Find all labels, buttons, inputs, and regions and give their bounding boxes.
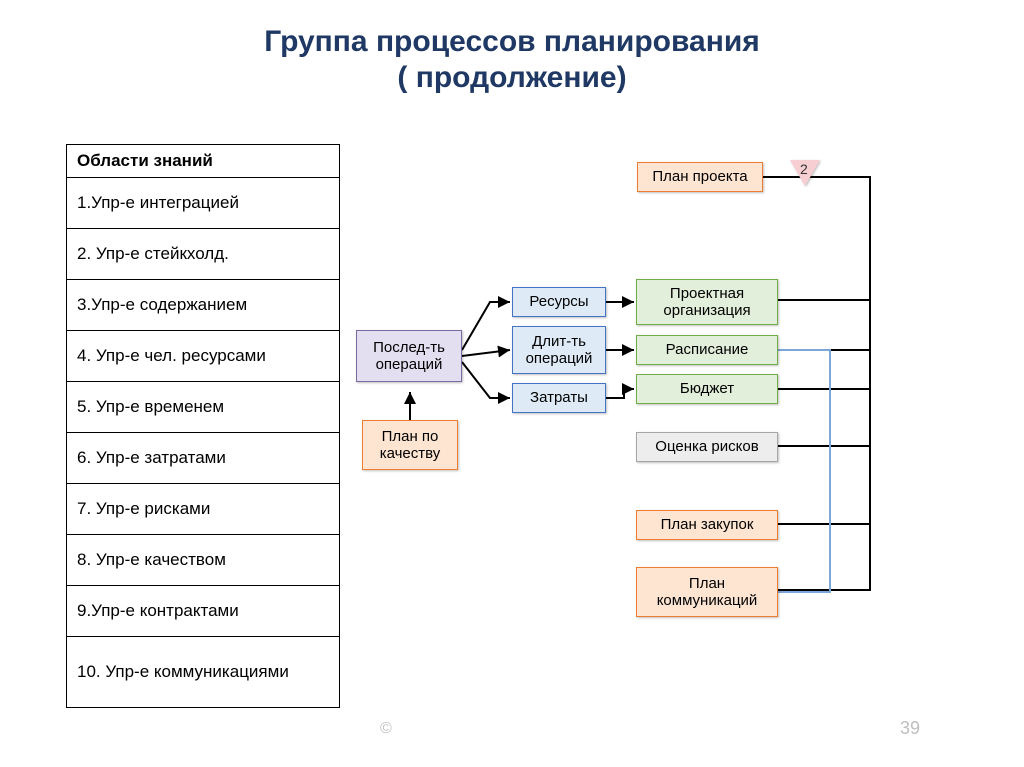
title-line-1: Группа процессов планирования — [264, 25, 760, 58]
node-plan_comm: План коммуникаций — [636, 567, 778, 617]
table-row: 2. Упр-е стейкхолд. — [67, 229, 340, 280]
edge — [462, 302, 510, 350]
node-plan_quality: План по качеству — [362, 420, 458, 470]
edge — [606, 389, 634, 398]
edge — [778, 350, 870, 590]
table-row: 5. Упр-е временем — [67, 382, 340, 433]
node-risk_eval: Оценка рисков — [636, 432, 778, 462]
table-row: 8. Упр-е качеством — [67, 535, 340, 586]
edge — [462, 362, 510, 398]
table-row: 10. Упр-е коммуникациями — [67, 637, 340, 708]
diagram-canvas: Группа процессов планирования ( продолже… — [0, 0, 1024, 767]
node-budget: Бюджет — [636, 374, 778, 404]
edge — [462, 350, 510, 356]
milestone-triangle-label: 2 — [800, 161, 808, 177]
node-costs: Затраты — [512, 383, 606, 413]
table-header: Области знаний — [67, 145, 340, 178]
table-row: 1.Упр-е интеграцией — [67, 178, 340, 229]
table-row: 4. Упр-е чел. ресурсами — [67, 331, 340, 382]
table-row: 6. Упр-е затратами — [67, 433, 340, 484]
page-title: Группа процессов планирования ( продолже… — [0, 24, 1024, 96]
table-row: 9.Упр-е контрактами — [67, 586, 340, 637]
node-plan_procure: План закупок — [636, 510, 778, 540]
knowledge-areas-table: Области знаний 1.Упр-е интеграцией2. Упр… — [66, 144, 340, 708]
table-row: 3.Упр-е содержанием — [67, 280, 340, 331]
table-row: 7. Упр-е рисками — [67, 484, 340, 535]
node-dur_ops: Длит-ть операций — [512, 326, 606, 374]
node-seq_ops: Послед-ть операций — [356, 330, 462, 382]
node-plan_project: План проекта — [637, 162, 763, 192]
copyright-mark: © — [380, 720, 392, 738]
title-line-2: ( продолжение) — [397, 61, 626, 94]
node-proj_org: Проектная организация — [636, 279, 778, 325]
page-number: 39 — [900, 718, 920, 739]
node-resources: Ресурсы — [512, 287, 606, 317]
node-schedule: Расписание — [636, 335, 778, 365]
